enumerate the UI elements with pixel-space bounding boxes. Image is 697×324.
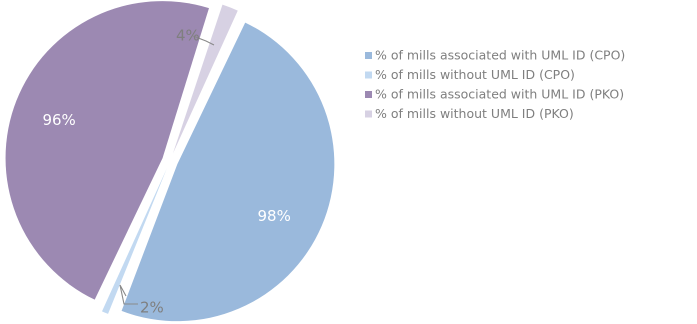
- data-label-of-mills-without-uml-id-cpo: 2%: [140, 299, 164, 317]
- data-labels: 98% 2% 96% 4%: [42, 27, 290, 317]
- pie-slice-of-mills-without-uml-id-cpo: [101, 168, 167, 314]
- legend-swatch-of-mills-associated-with-uml-id-cpo: [365, 52, 372, 59]
- pie-slice-of-mills-associated-with-uml-id-cpo: [121, 22, 335, 322]
- pie-slice-of-mills-without-uml-id-pko: [172, 4, 238, 154]
- legend: % of mills associated with UML ID (CPO)%…: [365, 48, 625, 121]
- legend-swatch-of-mills-associated-with-uml-id-pko: [365, 91, 372, 98]
- legend-label-of-mills-associated-with-uml-id-cpo: % of mills associated with UML ID (CPO): [375, 48, 625, 63]
- leader-line-of-mills-without-uml-id-cpo: [119, 284, 138, 305]
- pie-slice-of-mills-associated-with-uml-id-pko: [5, 1, 209, 300]
- legend-swatch-of-mills-without-uml-id-cpo: [365, 71, 372, 79]
- data-label-of-mills-without-uml-id-pko: 4%: [176, 27, 200, 45]
- legend-label-of-mills-associated-with-uml-id-pko: % of mills associated with UML ID (PKO): [375, 87, 624, 102]
- legend-label-of-mills-without-uml-id-pko: % of mills without UML ID (PKO): [375, 106, 574, 121]
- pie-slices: [5, 1, 335, 322]
- leader-line-of-mills-without-uml-id-pko: [192, 35, 215, 46]
- data-label-of-mills-associated-with-uml-id-pko: 96%: [42, 111, 75, 129]
- legend-swatch-of-mills-without-uml-id-pko: [365, 110, 372, 118]
- legend-label-of-mills-without-uml-id-cpo: % of mills without UML ID (CPO): [375, 67, 575, 82]
- data-label-of-mills-associated-with-uml-id-cpo: 98%: [258, 207, 291, 225]
